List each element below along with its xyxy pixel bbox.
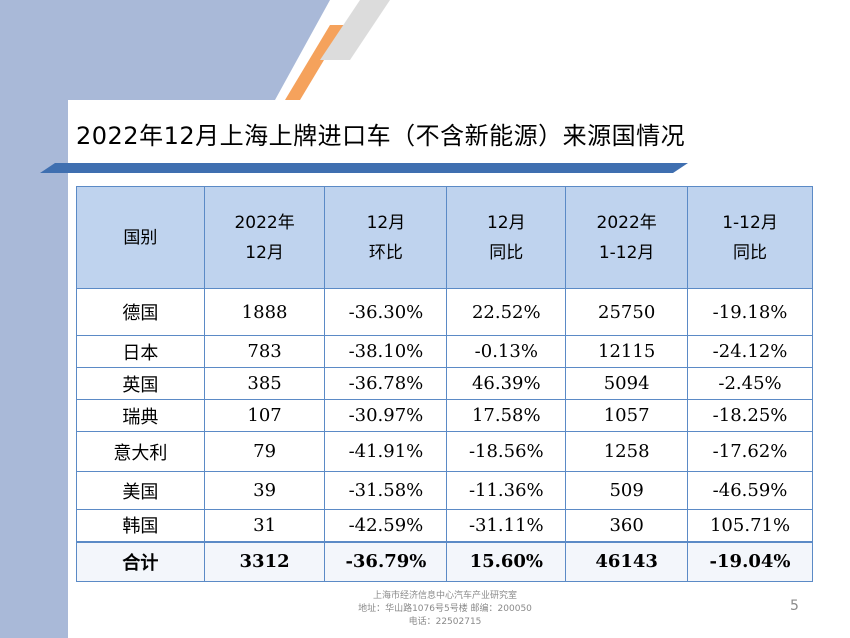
import-source-table: 国别 2022年 12月 12月 环比 12月 同比 2022年 1-12月 1-12月…	[76, 186, 813, 582]
left-decor-bar	[0, 0, 68, 638]
cell-ytd-yoy: -19.18%	[687, 288, 813, 336]
cell-ytd: 360	[565, 509, 689, 542]
cell-ytd: 1057	[565, 399, 689, 432]
cell-month: 39	[203, 471, 326, 510]
cell-ytd: 46143	[565, 540, 689, 582]
table-row: 韩国 31 -42.59% -31.11% 360 105.71%	[76, 509, 813, 542]
cell-yoy: 17.58%	[446, 399, 567, 432]
cell-mom: -42.59%	[324, 509, 448, 542]
cell-month: 385	[203, 367, 326, 400]
cell-ytd-yoy: -17.62%	[687, 431, 813, 472]
cell-country: 日本	[76, 335, 205, 368]
cell-country: 韩国	[76, 509, 205, 542]
table-row: 瑞典 107 -30.97% 17.58% 1057 -18.25%	[76, 399, 813, 432]
cell-yoy: -0.13%	[446, 335, 567, 368]
cell-yoy: 15.60%	[446, 540, 567, 582]
header-country: 国别	[76, 186, 205, 289]
cell-mom: -41.91%	[324, 431, 448, 472]
table-row: 日本 783 -38.10% -0.13% 12115 -24.12%	[76, 335, 813, 368]
table-header-row: 国别 2022年 12月 12月 环比 12月 同比 2022年 1-12月 1-12月…	[76, 186, 813, 289]
header-ytd: 2022年 1-12月	[565, 186, 689, 289]
cell-yoy: -11.36%	[446, 471, 567, 510]
top-decor-band	[0, 0, 850, 100]
cell-mom: -31.58%	[324, 471, 448, 510]
cell-ytd: 25750	[565, 288, 689, 336]
header-yoy: 12月 同比	[446, 186, 567, 289]
cell-ytd: 5094	[565, 367, 689, 400]
cell-mom: -36.78%	[324, 367, 448, 400]
cell-mom: -38.10%	[324, 335, 448, 368]
cell-country: 德国	[76, 288, 205, 336]
cell-month: 79	[203, 431, 326, 472]
footer-contact: 上海市经济信息中心汽车产业研究室 地址：华山路1076号5号楼 邮编：20005…	[300, 590, 590, 629]
orange-stripe-shape	[285, 25, 345, 100]
cell-mom: -36.30%	[324, 288, 448, 336]
cell-mom: -30.97%	[324, 399, 448, 432]
title-area	[68, 100, 850, 170]
cell-month: 107	[203, 399, 326, 432]
footer-phone: 电话：22502715	[408, 617, 482, 627]
table-row: 英国 385 -36.78% 46.39% 5094 -2.45%	[76, 367, 813, 400]
cell-yoy: -18.56%	[446, 431, 567, 472]
cell-month: 783	[203, 335, 326, 368]
cell-mom: -36.79%	[324, 540, 448, 582]
grey-stripe-shape	[320, 0, 390, 60]
table-row: 美国 39 -31.58% -11.36% 509 -46.59%	[76, 471, 813, 510]
page-number: 5	[790, 598, 799, 614]
blue-block-shape	[0, 0, 330, 100]
table-total-row: 合计 3312 -36.79% 15.60% 46143 -19.04%	[76, 540, 813, 582]
cell-ytd-yoy: -46.59%	[687, 471, 813, 510]
header-month: 2022年 12月	[203, 186, 326, 289]
footer-address: 地址：华山路1076号5号楼 邮编：200050	[358, 604, 532, 614]
cell-ytd-yoy: -19.04%	[687, 540, 813, 582]
cell-month: 3312	[203, 540, 326, 582]
cell-ytd-yoy: -18.25%	[687, 399, 813, 432]
cell-country: 意大利	[76, 431, 205, 472]
cell-ytd: 509	[565, 471, 689, 510]
table-row: 德国 1888 -36.30% 22.52% 25750 -19.18%	[76, 288, 813, 336]
header-ytd-yoy: 1-12月 同比	[687, 186, 813, 289]
cell-ytd-yoy: 105.71%	[687, 509, 813, 542]
cell-ytd: 12115	[565, 335, 689, 368]
footer-org: 上海市经济信息中心汽车产业研究室	[372, 591, 517, 601]
cell-yoy: -31.11%	[446, 509, 567, 542]
cell-yoy: 22.52%	[446, 288, 567, 336]
decor-stripes	[0, 0, 390, 100]
cell-yoy: 46.39%	[446, 367, 567, 400]
table-row: 意大利 79 -41.91% -18.56% 1258 -17.62%	[76, 431, 813, 472]
cell-month: 31	[203, 509, 326, 542]
cell-ytd-yoy: -24.12%	[687, 335, 813, 368]
cell-country: 瑞典	[76, 399, 205, 432]
cell-country: 英国	[76, 367, 205, 400]
cell-ytd-yoy: -2.45%	[687, 367, 813, 400]
title-underline	[40, 163, 688, 173]
page-title: 2022年12月上海上牌进口车（不含新能源）来源国情况	[76, 122, 686, 150]
cell-country: 合计	[76, 540, 205, 582]
cell-country: 美国	[76, 471, 205, 510]
cell-ytd: 1258	[565, 431, 689, 472]
cell-month: 1888	[203, 288, 326, 336]
header-mom: 12月 环比	[324, 186, 448, 289]
